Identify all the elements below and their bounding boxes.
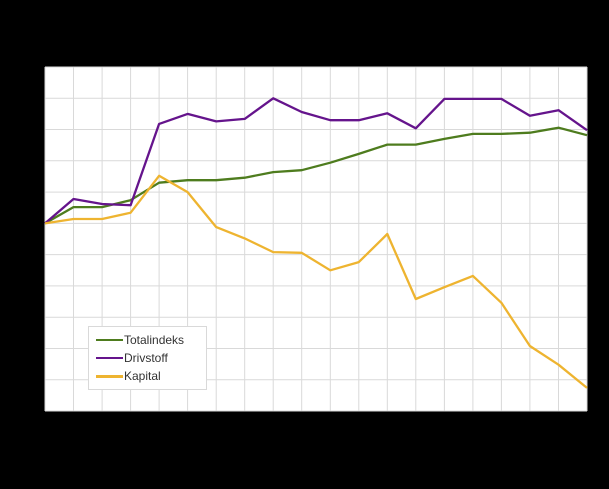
- legend-label-totalindeks: Totalindeks: [124, 332, 185, 347]
- series-line-totalindeks: [44, 126, 588, 225]
- series-line-drivstoff: [44, 97, 588, 225]
- legend-item-drivstoff: Drivstoff: [96, 351, 206, 366]
- chart-legend: Totalindeks Drivstoff Kapital: [88, 326, 207, 390]
- series-line-kapital: [44, 174, 588, 389]
- legend-label-kapital: Kapital: [124, 369, 161, 384]
- legend-label-drivstoff: Drivstoff: [124, 351, 168, 365]
- legend-item-kapital: Kapital: [96, 369, 206, 384]
- kapital-line-swatch: [96, 375, 123, 378]
- drivstoff-line-swatch: [96, 356, 123, 360]
- totalindeks-line-swatch: [96, 338, 123, 341]
- legend-item-totalindeks: Totalindeks: [96, 332, 206, 347]
